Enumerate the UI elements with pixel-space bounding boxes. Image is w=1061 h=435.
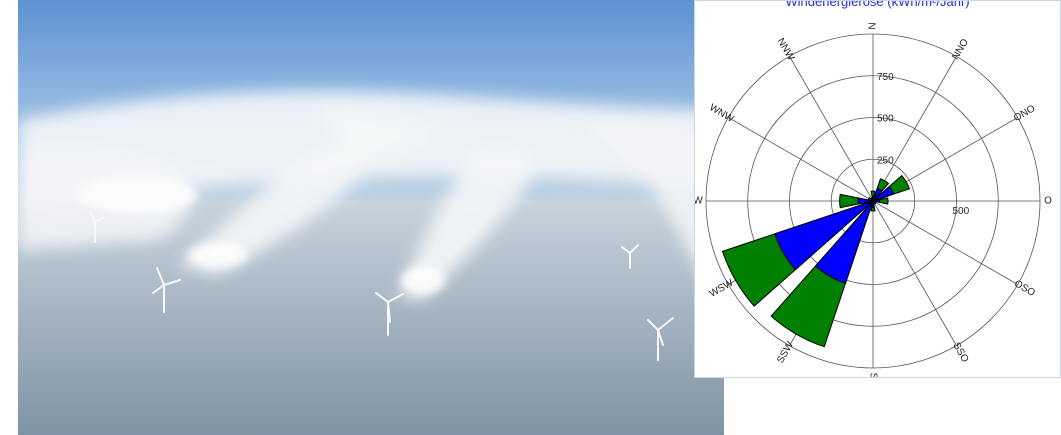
grid-spoke: [789, 56, 874, 202]
direction-label-S: S: [867, 373, 878, 378]
bar-N-1: [871, 195, 875, 202]
radial-tick-label: 500: [953, 206, 970, 217]
wind-energy-rose: 250 500 750 500 N NNO ONO O OSO SSO S SSW WSW W WNW NNW…: [694, 0, 1061, 378]
direction-label-OSO: OSO: [1012, 278, 1037, 299]
direction-label-N: N: [868, 22, 879, 29]
grid-spoke: [872, 56, 957, 202]
direction-label-SSW: SSW: [775, 340, 796, 366]
grid-spoke: [728, 117, 874, 202]
bar-ONO-1: [872, 185, 895, 202]
direction-label-NNW: NNW: [775, 36, 797, 63]
wind-farm-photo: [18, 0, 724, 435]
direction-label-NNO: NNO: [950, 37, 971, 62]
direction-label-WSW: WSW: [708, 277, 736, 300]
chart-title: Windenergierose (kWh/m²/Jahr): [785, 0, 970, 9]
bar-SSW-1: [814, 200, 874, 284]
bar-WSW-1: [774, 200, 874, 271]
bar-O-0: [872, 197, 889, 205]
direction-label-WNW: WNW: [707, 102, 736, 125]
bar-W-0: [839, 193, 874, 209]
bar-NNO-1: [872, 187, 883, 202]
grid-spoke: [872, 200, 1018, 285]
direction-label-ONO: ONO: [1012, 103, 1037, 124]
radial-tick-label: 750: [877, 72, 894, 83]
radial-tick-label: 500: [877, 114, 894, 125]
direction-label-SSO: SSO: [950, 341, 970, 365]
bar-W-1: [857, 197, 874, 205]
bar-S-1: [871, 200, 875, 209]
radial-tick-label: 250: [877, 155, 894, 166]
bar-O-1: [872, 199, 881, 203]
grid-spoke: [872, 200, 957, 346]
bar-NNW-1: [871, 198, 874, 202]
wind-rose-chart: 250 500 750 500 N NNO ONO O OSO SSO S SSW WSW W WNW NNW: [695, 22, 1052, 378]
direction-label-O: O: [1044, 196, 1052, 207]
direction-label-W: W: [695, 196, 703, 207]
